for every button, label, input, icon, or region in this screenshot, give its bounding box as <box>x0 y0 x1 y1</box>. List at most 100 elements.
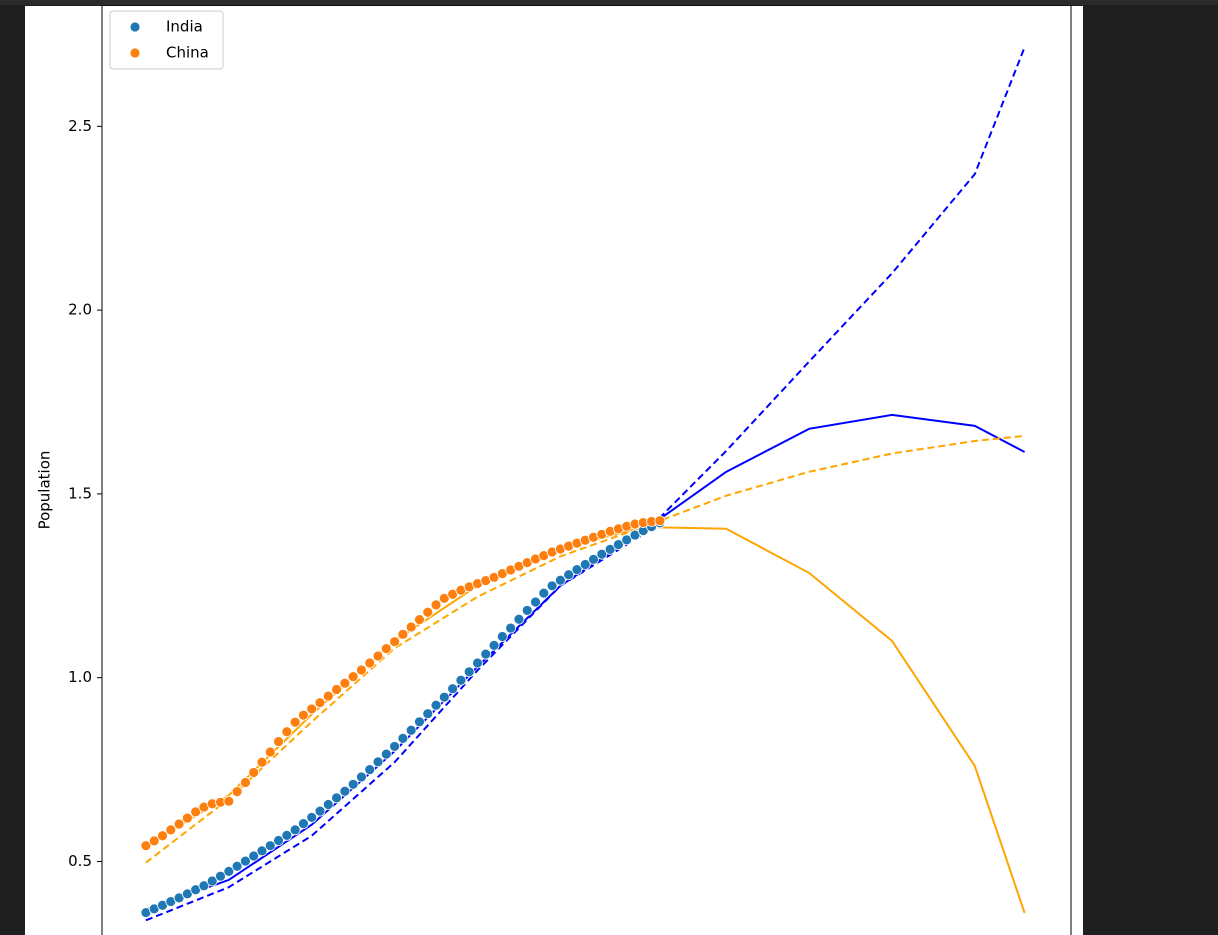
data-point <box>273 736 284 748</box>
data-point <box>322 690 334 702</box>
data-point <box>347 778 359 790</box>
data-point <box>397 732 409 744</box>
y-tick-label: 1.0 <box>68 668 92 686</box>
data-point <box>215 870 226 882</box>
data-point <box>281 829 293 841</box>
data-point <box>472 657 483 669</box>
data-point <box>372 650 384 662</box>
data-point <box>414 614 425 626</box>
data-point <box>306 811 318 823</box>
data-point <box>223 866 235 877</box>
data-point <box>372 756 384 768</box>
data-point <box>496 631 508 642</box>
data-point <box>621 534 633 546</box>
data-point <box>389 636 401 648</box>
data-point <box>231 860 243 872</box>
data-point <box>248 767 260 778</box>
data-point <box>596 548 608 560</box>
data-point <box>629 529 641 541</box>
data-point <box>613 539 624 551</box>
data-point <box>422 606 434 618</box>
y-tick-label: 2.0 <box>68 301 92 319</box>
data-point <box>231 786 243 798</box>
data-point <box>256 845 268 857</box>
data-point <box>364 657 376 669</box>
data-point <box>579 559 591 570</box>
legend: India China <box>109 10 224 70</box>
plot-area <box>140 46 1026 922</box>
data-point <box>530 596 541 608</box>
data-point <box>273 835 284 846</box>
data-point <box>563 569 575 581</box>
data-point <box>314 805 326 817</box>
top-bar <box>0 0 1218 5</box>
data-point <box>414 716 425 728</box>
data-point <box>322 799 334 810</box>
data-point <box>298 709 309 721</box>
data-point <box>364 764 376 775</box>
y-axis-label: Population <box>36 451 54 530</box>
y-tick-label: 2.5 <box>68 117 92 135</box>
data-point <box>339 785 351 797</box>
data-point <box>554 574 566 586</box>
data-point <box>546 580 558 592</box>
data-point <box>248 850 260 862</box>
legend-label: India <box>166 18 203 36</box>
fit-line <box>145 46 1026 922</box>
data-point <box>331 792 342 804</box>
data-point <box>256 756 268 768</box>
data-point <box>521 605 533 616</box>
data-point <box>430 599 442 611</box>
data-point <box>331 684 342 695</box>
data-point <box>538 587 550 599</box>
data-point <box>604 543 616 555</box>
data-point <box>264 840 276 852</box>
data-point <box>173 818 185 830</box>
data-point <box>190 806 202 818</box>
data-point <box>347 671 359 682</box>
data-point <box>140 840 152 852</box>
data-point <box>480 648 492 660</box>
y-tick-label: 0.5 <box>68 852 92 870</box>
data-point <box>181 812 193 824</box>
data-point <box>240 777 251 788</box>
data-point <box>447 683 459 695</box>
data-point <box>422 708 434 720</box>
data-point <box>289 824 301 836</box>
data-point <box>356 664 367 676</box>
data-point <box>380 748 392 760</box>
data-point <box>356 771 367 783</box>
data-point <box>513 613 525 625</box>
y-tick-label: 1.5 <box>68 484 92 502</box>
data-point <box>281 726 293 738</box>
data-point <box>405 724 417 736</box>
data-point <box>397 628 409 640</box>
data-point <box>198 880 210 892</box>
legend-marker <box>129 21 141 33</box>
data-point <box>240 855 251 867</box>
data-point <box>405 621 417 633</box>
figure <box>25 6 1083 935</box>
data-point <box>588 553 599 565</box>
data-point <box>289 716 301 728</box>
data-point <box>339 677 351 689</box>
data-point <box>430 699 442 711</box>
data-point <box>314 697 326 709</box>
data-point <box>389 741 401 752</box>
data-point <box>505 622 517 634</box>
data-point <box>223 795 235 807</box>
data-point <box>306 703 318 715</box>
data-point <box>206 875 218 887</box>
legend-label: China <box>166 44 209 62</box>
data-point <box>463 666 475 678</box>
data-point <box>571 564 583 576</box>
data-point <box>298 818 309 830</box>
data-point <box>654 515 666 527</box>
data-point <box>380 643 392 655</box>
legend-marker <box>129 47 141 59</box>
data-point <box>157 830 168 842</box>
data-point <box>264 746 276 758</box>
fit-line <box>145 434 1025 864</box>
